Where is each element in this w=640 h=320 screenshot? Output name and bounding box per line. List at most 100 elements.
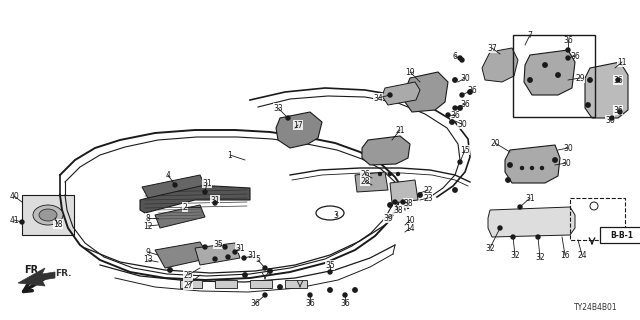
Circle shape bbox=[233, 250, 237, 254]
Circle shape bbox=[223, 245, 227, 249]
Text: 12: 12 bbox=[143, 221, 153, 230]
Polygon shape bbox=[140, 185, 250, 213]
Polygon shape bbox=[405, 72, 448, 112]
Circle shape bbox=[468, 90, 472, 94]
FancyBboxPatch shape bbox=[180, 280, 202, 288]
Circle shape bbox=[378, 172, 381, 175]
Text: 36: 36 bbox=[605, 116, 615, 124]
Circle shape bbox=[616, 78, 620, 82]
Text: 32: 32 bbox=[535, 253, 545, 262]
Polygon shape bbox=[155, 242, 210, 268]
Text: 23: 23 bbox=[423, 194, 433, 203]
Circle shape bbox=[286, 116, 290, 120]
Text: 36: 36 bbox=[467, 85, 477, 94]
Circle shape bbox=[328, 270, 332, 274]
Circle shape bbox=[453, 188, 457, 192]
Polygon shape bbox=[390, 180, 418, 203]
Circle shape bbox=[388, 93, 392, 97]
Text: 24: 24 bbox=[577, 251, 587, 260]
Circle shape bbox=[536, 235, 540, 239]
Text: 26: 26 bbox=[360, 170, 370, 179]
Circle shape bbox=[168, 268, 172, 272]
Text: 3: 3 bbox=[333, 211, 339, 220]
Circle shape bbox=[418, 193, 422, 197]
Ellipse shape bbox=[39, 209, 57, 221]
Text: FR.: FR. bbox=[24, 265, 42, 275]
Text: 37: 37 bbox=[487, 44, 497, 52]
Circle shape bbox=[518, 205, 522, 209]
Text: 39: 39 bbox=[383, 213, 393, 222]
Circle shape bbox=[388, 172, 392, 175]
FancyBboxPatch shape bbox=[250, 280, 272, 288]
Text: FR.: FR. bbox=[55, 268, 72, 277]
Polygon shape bbox=[355, 172, 388, 192]
Text: 36: 36 bbox=[613, 76, 623, 84]
Text: 36: 36 bbox=[450, 110, 460, 119]
Circle shape bbox=[308, 293, 312, 297]
Circle shape bbox=[618, 110, 622, 114]
Circle shape bbox=[460, 58, 464, 62]
Circle shape bbox=[520, 166, 524, 170]
Text: 31: 31 bbox=[247, 252, 257, 260]
Circle shape bbox=[328, 288, 332, 292]
Text: 36: 36 bbox=[460, 100, 470, 108]
Text: 36: 36 bbox=[340, 300, 350, 308]
Text: 38: 38 bbox=[403, 198, 413, 207]
Text: 30: 30 bbox=[457, 119, 467, 129]
Text: 36: 36 bbox=[563, 36, 573, 44]
Polygon shape bbox=[18, 268, 55, 286]
Text: 36: 36 bbox=[613, 106, 623, 115]
Circle shape bbox=[506, 178, 510, 182]
Circle shape bbox=[566, 48, 570, 52]
Circle shape bbox=[203, 245, 207, 249]
Polygon shape bbox=[585, 62, 628, 118]
Circle shape bbox=[242, 256, 246, 260]
Text: 31: 31 bbox=[525, 194, 535, 203]
Text: 13: 13 bbox=[143, 255, 153, 265]
Circle shape bbox=[528, 78, 532, 82]
Ellipse shape bbox=[33, 205, 63, 225]
Polygon shape bbox=[382, 82, 420, 105]
Polygon shape bbox=[276, 112, 322, 148]
Text: 25: 25 bbox=[183, 270, 193, 279]
Polygon shape bbox=[482, 48, 518, 82]
Text: 17: 17 bbox=[293, 121, 303, 130]
Circle shape bbox=[20, 220, 24, 224]
Text: 36: 36 bbox=[250, 300, 260, 308]
Circle shape bbox=[508, 163, 512, 167]
Circle shape bbox=[458, 106, 462, 110]
Circle shape bbox=[388, 203, 392, 207]
Circle shape bbox=[268, 269, 272, 273]
Text: 22: 22 bbox=[423, 186, 433, 195]
Text: 31: 31 bbox=[202, 179, 212, 188]
Circle shape bbox=[556, 73, 560, 77]
Circle shape bbox=[511, 235, 515, 239]
Text: 20: 20 bbox=[490, 139, 500, 148]
Text: 36: 36 bbox=[570, 52, 580, 60]
Text: B-B-1: B-B-1 bbox=[611, 230, 634, 239]
Polygon shape bbox=[142, 175, 205, 198]
Text: 34: 34 bbox=[373, 93, 383, 102]
Circle shape bbox=[263, 266, 267, 270]
Text: TY24B4B01: TY24B4B01 bbox=[574, 303, 618, 312]
Circle shape bbox=[566, 56, 570, 60]
Circle shape bbox=[458, 56, 462, 60]
Text: 35: 35 bbox=[325, 260, 335, 269]
Circle shape bbox=[353, 288, 357, 292]
Text: 31: 31 bbox=[210, 196, 220, 204]
Text: 27: 27 bbox=[183, 281, 193, 290]
Polygon shape bbox=[488, 207, 575, 237]
Text: 16: 16 bbox=[560, 251, 570, 260]
Text: 30: 30 bbox=[561, 158, 571, 167]
Circle shape bbox=[278, 285, 282, 289]
Text: 1: 1 bbox=[228, 150, 232, 159]
Circle shape bbox=[401, 200, 405, 204]
Text: 15: 15 bbox=[460, 146, 470, 155]
FancyBboxPatch shape bbox=[215, 280, 237, 288]
Polygon shape bbox=[524, 50, 575, 95]
Text: 4: 4 bbox=[166, 171, 170, 180]
Circle shape bbox=[541, 166, 543, 170]
Text: 8: 8 bbox=[146, 213, 150, 222]
Circle shape bbox=[453, 106, 457, 110]
Text: 29: 29 bbox=[575, 74, 585, 83]
